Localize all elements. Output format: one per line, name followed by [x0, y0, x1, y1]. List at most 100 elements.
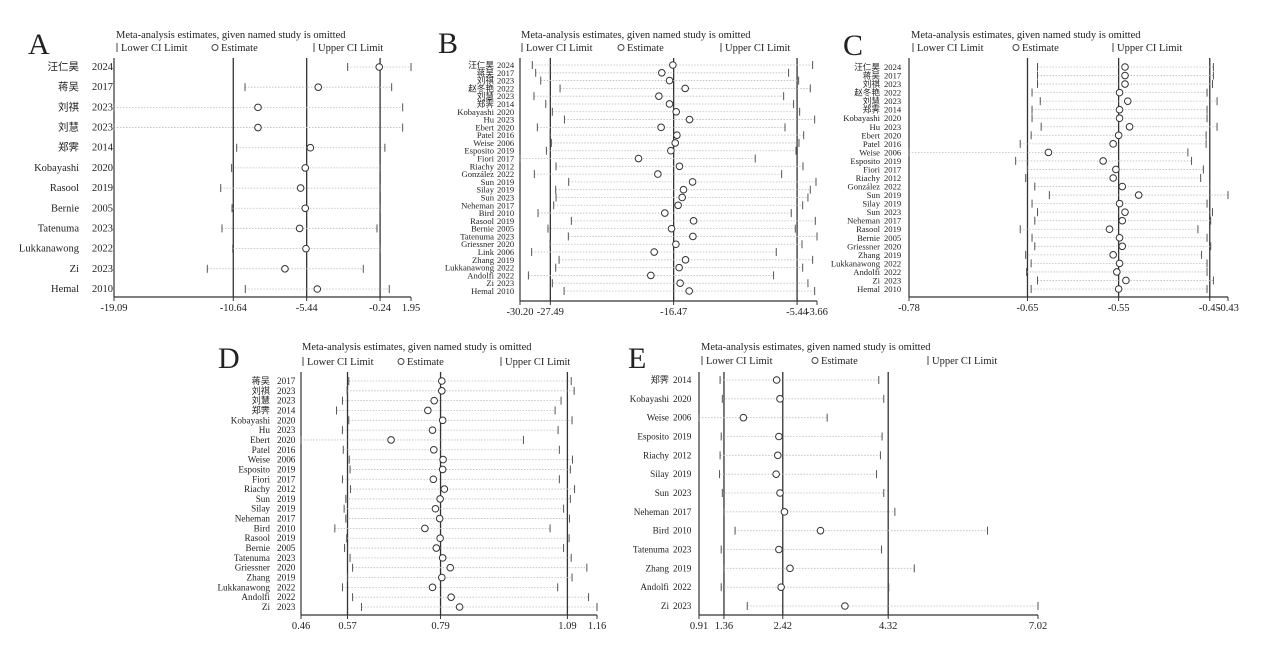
study-row: 刘祺 2023	[58, 100, 404, 113]
study-year: 2005	[497, 224, 514, 234]
study-row: Rasool 2019	[856, 224, 1199, 234]
study-row: Zhang 2019	[858, 250, 1203, 260]
study-year: 2019	[884, 224, 901, 234]
study-name: 刘慧	[477, 90, 495, 101]
estimate-point	[681, 256, 690, 264]
study-row: 刘慧 2023	[477, 90, 785, 101]
study-row: Fiori 2017	[863, 164, 1204, 174]
x-tick-label: -5.44	[296, 303, 319, 314]
study-row: Hemal 2010	[51, 284, 390, 295]
study-name: Griessner	[235, 563, 270, 573]
study-name: Lukkanawong	[831, 258, 881, 268]
legend: Lower CI Limit Estimate Upper CI Limit	[701, 356, 997, 367]
study-year: 2016	[277, 445, 296, 455]
legend-estimate-label: Estimate	[407, 357, 444, 368]
study-year: 2023	[277, 602, 296, 612]
estimate-point	[1109, 251, 1117, 259]
estimate-point	[428, 426, 437, 434]
estimate-point	[676, 279, 684, 288]
study-row: Ebert 2020	[475, 122, 786, 132]
estimate-point	[1118, 182, 1127, 191]
estimate-point	[647, 271, 655, 280]
estimate-point	[780, 508, 789, 516]
study-name: Kobayashi	[630, 394, 670, 404]
study-name: Zi	[486, 278, 494, 288]
study-row: 刘祺 2023	[477, 75, 800, 86]
estimate-point	[1115, 114, 1124, 123]
study-row: 汪仁昊 2024	[468, 59, 814, 70]
study-year: 2010	[497, 208, 514, 218]
study-row: 郑霁 2014	[252, 404, 556, 415]
study-year: 2019	[497, 216, 514, 226]
legend-estimate-label: Estimate	[1022, 43, 1059, 54]
estimate-point	[672, 240, 680, 249]
study-row: 赵冬艳 2022	[854, 87, 1208, 98]
estimate-point	[440, 485, 449, 493]
study-year: 2023	[277, 386, 296, 396]
study-row: Griessner 2020	[461, 239, 803, 249]
estimate-point	[1099, 157, 1107, 165]
study-row: Zi 2023	[661, 601, 1039, 611]
study-name: Tatenuma	[234, 553, 270, 563]
x-tick-label: -10.64	[220, 303, 248, 314]
estimate-point	[685, 287, 694, 295]
study-name: Riachy	[856, 173, 881, 183]
study-year: 2019	[92, 183, 113, 194]
study-year: 2019	[497, 185, 514, 195]
estimate-point	[254, 123, 262, 132]
estimate-point	[775, 432, 783, 441]
study-name: Rasool	[856, 224, 880, 234]
study-row: Kobayashi 2020	[630, 394, 885, 404]
study-name: 郑霁	[252, 404, 270, 415]
study-year: 2022	[92, 244, 113, 255]
estimate-point	[438, 573, 446, 582]
x-tick-label: 0.46	[292, 621, 310, 632]
legend-estimate-marker	[617, 44, 625, 51]
study-name: Silay	[476, 185, 494, 195]
study-year: 2023	[884, 96, 901, 106]
study-name: Rasool	[50, 183, 79, 194]
study-year: 2010	[497, 286, 514, 296]
study-year: 2019	[884, 156, 901, 166]
x-tick-label: 1.16	[588, 621, 606, 632]
study-name: 刘祺	[863, 78, 881, 89]
study-row: 郑霁 2014	[863, 104, 1208, 115]
estimate-point	[1109, 140, 1117, 148]
study-row: 蒋吴 2017	[863, 70, 1214, 81]
estimate-point	[634, 154, 643, 163]
study-name: Hemal	[51, 284, 79, 295]
legend-lower-label: Lower CI Limit	[706, 356, 773, 367]
study-row: 郑霁 2014	[477, 98, 795, 109]
study-name: Tatenuma	[38, 223, 80, 234]
estimate-point	[1122, 276, 1130, 285]
study-year: 2023	[884, 207, 901, 217]
study-name: Silay	[862, 199, 880, 209]
study-year: 2022	[497, 263, 514, 273]
study-row: Tatenuma 2023	[460, 231, 818, 241]
study-year: 2006	[497, 138, 515, 148]
study-name: 郑霁	[477, 98, 495, 109]
study-year: 2022	[277, 592, 296, 602]
study-name: Neheman	[847, 216, 881, 226]
study-row: Silay 2019	[251, 504, 565, 514]
x-tick-label: -30.20	[506, 307, 533, 318]
study-name: Riachy	[643, 450, 669, 460]
study-year: 2014	[92, 143, 114, 154]
study-row: 刘祺 2023	[252, 385, 575, 396]
study-year: 2019	[277, 533, 296, 543]
study-year: 2010	[673, 526, 692, 536]
estimate-point	[650, 248, 658, 256]
study-year: 2019	[673, 469, 692, 479]
study-row: Zhang 2019	[646, 563, 915, 573]
legend-estimate-marker	[1012, 44, 1020, 51]
estimate-point	[455, 603, 464, 611]
study-name: 汪仁昊	[468, 59, 494, 70]
estimate-point	[661, 209, 669, 217]
x-tick-label: 7.02	[1029, 621, 1047, 632]
study-year: 2023	[277, 553, 296, 563]
study-year: 2006	[884, 147, 902, 157]
study-name: Zi	[872, 275, 880, 285]
study-year: 2022	[277, 582, 296, 592]
estimate-point	[667, 146, 675, 155]
